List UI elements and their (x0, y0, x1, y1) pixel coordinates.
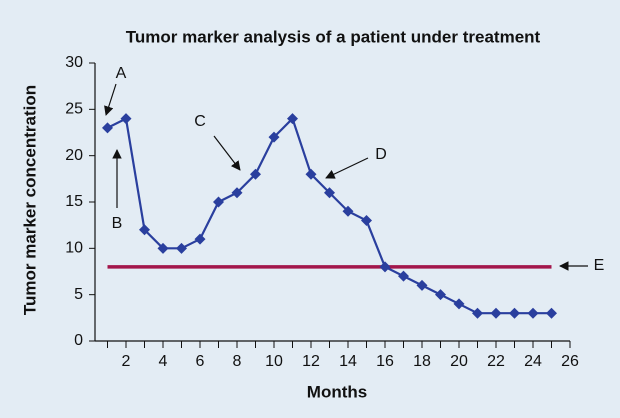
y-tick-label: 5 (74, 286, 83, 303)
data-point (435, 289, 446, 301)
x-tick-label: 8 (233, 353, 242, 370)
x-tick-label: 18 (413, 353, 431, 370)
data-point (324, 187, 335, 199)
annotation: D (375, 146, 387, 163)
y-tick-label: 20 (65, 147, 83, 164)
x-tick-label: 12 (302, 353, 320, 370)
y-axis-label: Tumor marker concentration (20, 85, 39, 315)
data-point (305, 168, 317, 180)
data-point (268, 131, 280, 143)
x-tick-label: 2 (122, 353, 131, 370)
x-tick-label: 24 (524, 353, 542, 370)
x-tick-label: 14 (339, 353, 357, 370)
y-tick-label: 30 (65, 54, 83, 71)
x-tick-label: 16 (376, 353, 394, 370)
data-point (527, 307, 539, 319)
data-point (231, 187, 243, 199)
data-point (120, 113, 132, 125)
data-point (250, 168, 261, 180)
data-point (379, 261, 391, 273)
data-point (102, 122, 113, 134)
data-point (176, 242, 187, 254)
x-tick-label: 20 (450, 353, 468, 370)
data-point (398, 270, 409, 282)
data-point (213, 196, 224, 208)
x-tick-label: 22 (487, 353, 505, 370)
data-point (546, 307, 557, 319)
x-tick-label: 6 (196, 353, 205, 370)
data-point (361, 215, 372, 227)
annotation: A (116, 65, 127, 82)
data-point (139, 224, 150, 236)
annotation-arrow (325, 157, 369, 179)
data-point (287, 113, 298, 125)
annotation: E (594, 257, 605, 274)
annotation: B (112, 215, 123, 232)
data-point (342, 205, 354, 217)
y-tick-label: 15 (65, 193, 83, 210)
x-tick-label: 26 (561, 353, 579, 370)
y-tick-label: 25 (65, 101, 83, 118)
y-tick-label: 10 (65, 240, 83, 257)
annotation-arrow (104, 83, 117, 116)
data-point (453, 298, 465, 310)
y-tick-label: 0 (74, 332, 83, 349)
data-point (490, 307, 502, 319)
annotation: C (194, 113, 206, 130)
annotation-arrow (213, 135, 241, 171)
data-point (472, 307, 483, 319)
chart-title: Tumor marker analysis of a patient under… (126, 27, 541, 46)
data-point (194, 233, 206, 245)
data-point (509, 307, 520, 319)
data-point (416, 279, 428, 291)
x-axis-label: Months (307, 382, 367, 401)
x-tick-label: 10 (265, 353, 283, 370)
x-tick-label: 4 (159, 353, 168, 370)
data-point (157, 242, 169, 254)
